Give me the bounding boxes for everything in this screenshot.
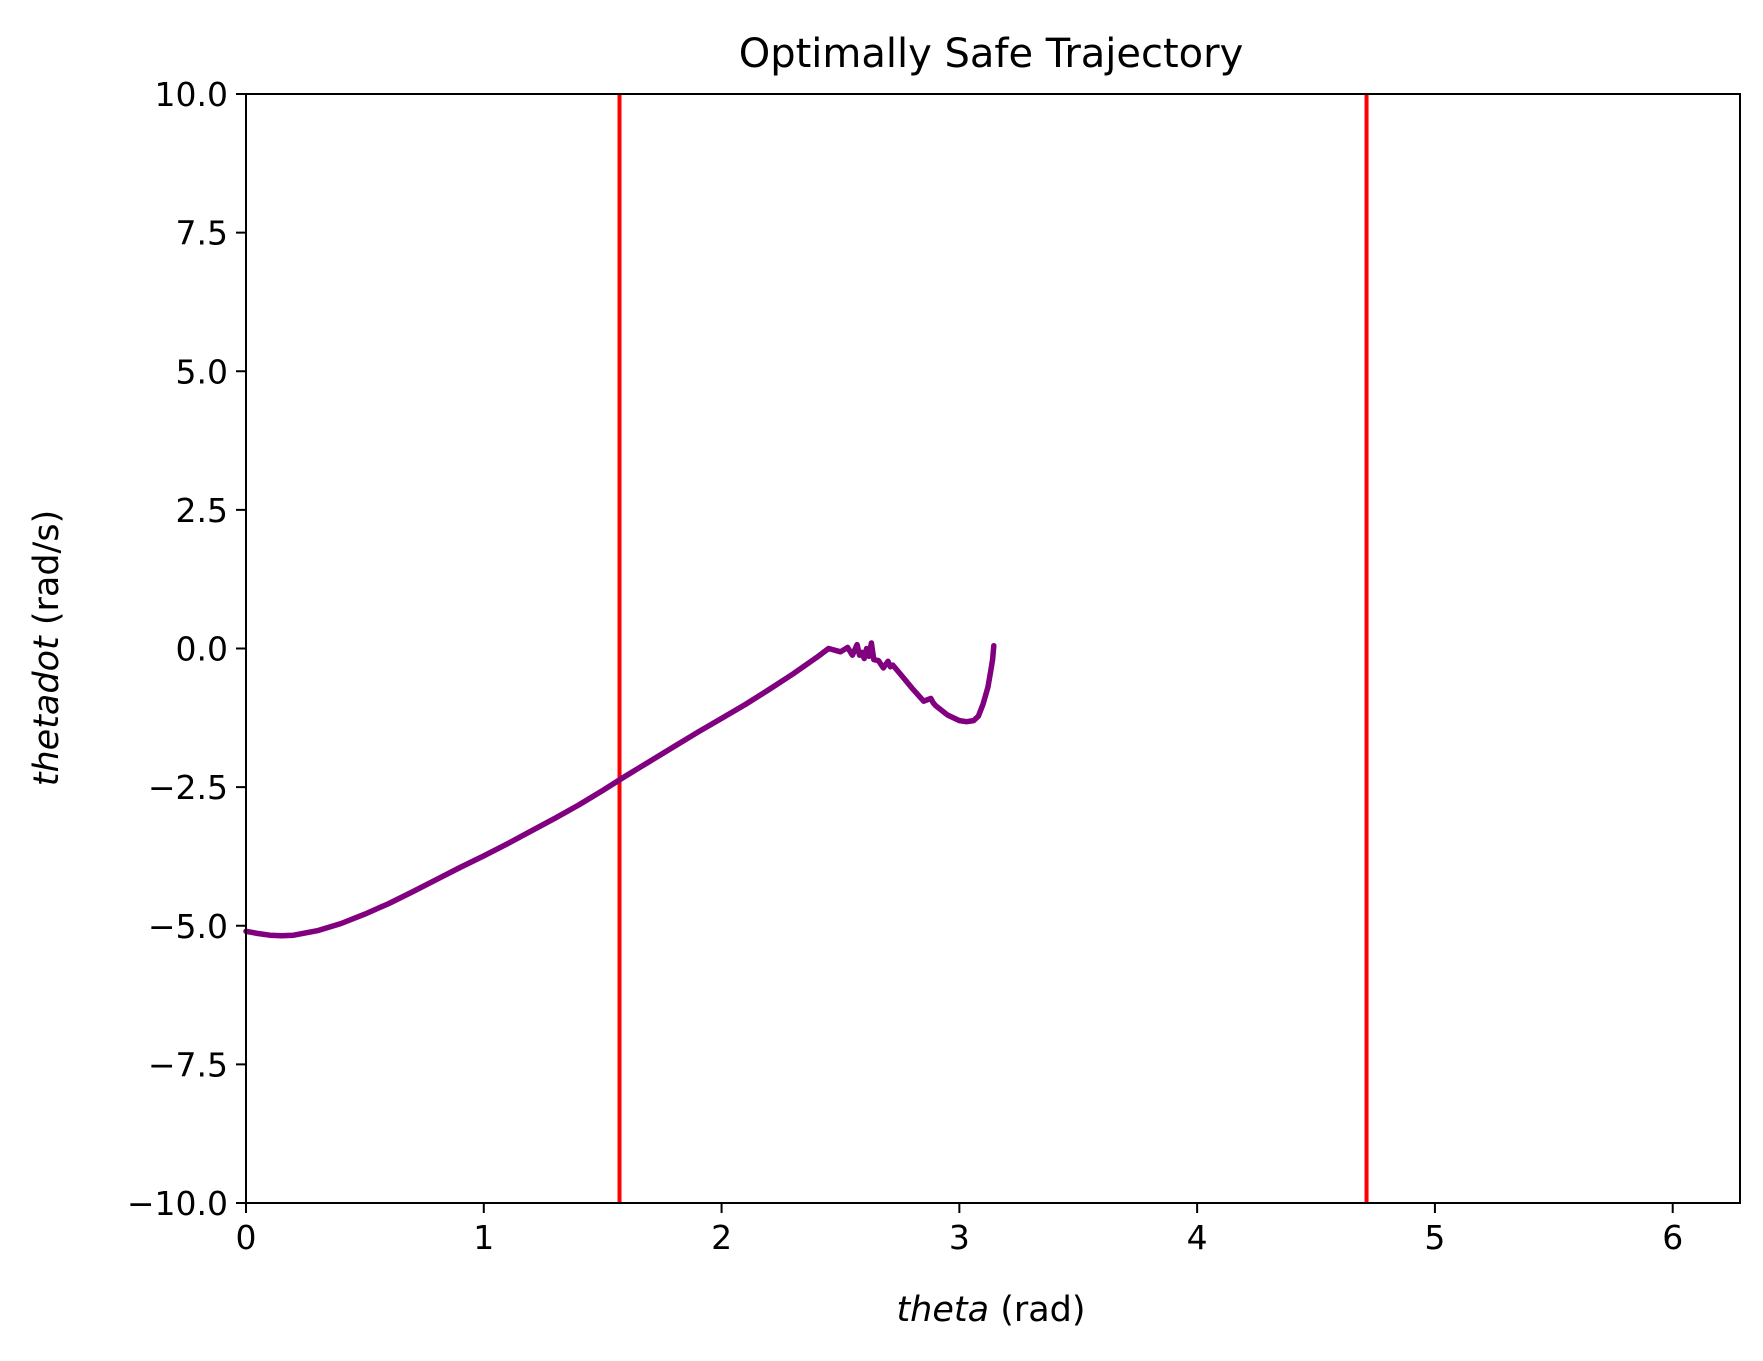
x-tick-label: 2	[711, 1218, 732, 1257]
x-axis-ticks: 0 1 2 3 4 5 6	[236, 1203, 1683, 1257]
y-tick-label: −2.5	[148, 768, 228, 807]
y-tick-label: 0.0	[176, 630, 228, 669]
vertical-lines	[617, 94, 1369, 1203]
plot-area	[243, 93, 1741, 1204]
y-tick-label: 2.5	[176, 491, 228, 530]
x-tick-label: 5	[1424, 1218, 1445, 1257]
x-tick-label: 3	[949, 1218, 970, 1257]
y-tick-label: 10.0	[155, 75, 228, 114]
series-layer	[243, 640, 997, 939]
y-tick-label: −5.0	[148, 907, 228, 946]
y-axis-ticks: −10.0 −7.5 −5.0 −2.5 0.0 2.5 5.0 7.5 10.0	[127, 75, 246, 1223]
y-tick-label: 7.5	[176, 214, 228, 253]
y-tick-label: 5.0	[176, 352, 228, 391]
x-axis-label: theta (rad)	[896, 1290, 1085, 1330]
y-tick-label: −10.0	[127, 1184, 228, 1223]
x-tick-label: 4	[1187, 1218, 1208, 1257]
y-axis-label: thetadot (rad/s)	[27, 510, 67, 787]
trajectory-line	[243, 640, 997, 939]
y-axis-label-unit: (rad/s)	[27, 510, 67, 637]
y-tick-label: −7.5	[148, 1045, 228, 1084]
x-tick-label: 1	[473, 1218, 494, 1257]
x-axis-label-var: theta	[896, 1290, 989, 1330]
chart-title: Optimally Safe Trajectory	[739, 31, 1244, 77]
x-axis-label-unit: (rad)	[989, 1290, 1086, 1330]
y-axis-label-var: thetadot	[27, 635, 67, 786]
x-tick-label: 0	[236, 1218, 257, 1257]
x-tick-label: 6	[1662, 1218, 1683, 1257]
